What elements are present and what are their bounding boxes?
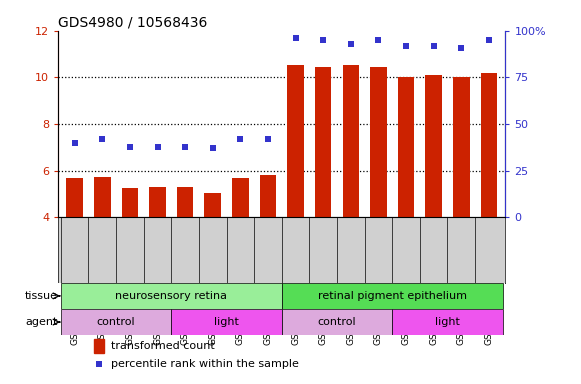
Text: light: light [214,317,239,327]
Point [94,361,103,367]
Text: percentile rank within the sample: percentile rank within the sample [111,359,299,369]
Text: light: light [435,317,460,327]
Bar [177,187,193,217]
Bar [149,187,166,217]
Bar [121,188,138,217]
Bar [94,177,110,217]
Bar [61,309,171,335]
Bar [260,175,276,217]
Point [291,35,300,41]
Bar [480,73,497,217]
Point [181,144,190,150]
Bar [398,78,414,217]
Bar [171,309,282,335]
Point [236,136,245,142]
Point [98,136,107,142]
Bar [453,78,469,217]
Bar [94,339,104,353]
Bar [282,309,392,335]
Text: tissue: tissue [24,291,58,301]
Point [263,136,272,142]
Bar [315,67,332,217]
Bar [282,283,503,309]
Bar [61,283,282,309]
Text: control: control [318,317,356,327]
Point [70,140,80,146]
Point [153,144,162,150]
Bar [425,75,442,217]
Bar [232,178,249,217]
Bar [392,309,503,335]
Text: GDS4980 / 10568436: GDS4980 / 10568436 [58,16,207,30]
Text: retinal pigment epithelium: retinal pigment epithelium [318,291,467,301]
Bar [370,67,387,217]
Bar [343,65,359,217]
Point [346,41,356,47]
Bar [288,65,304,217]
Point [429,43,438,49]
Point [125,144,135,150]
Point [208,145,217,151]
Text: control: control [97,317,135,327]
Text: neurosensory retina: neurosensory retina [115,291,227,301]
Text: agent: agent [25,317,58,327]
Point [401,43,411,49]
Point [318,37,328,43]
Text: transformed count: transformed count [111,341,214,351]
Point [457,45,466,51]
Point [374,37,383,43]
Bar [66,178,83,217]
Point [484,37,493,43]
Bar [205,193,221,217]
